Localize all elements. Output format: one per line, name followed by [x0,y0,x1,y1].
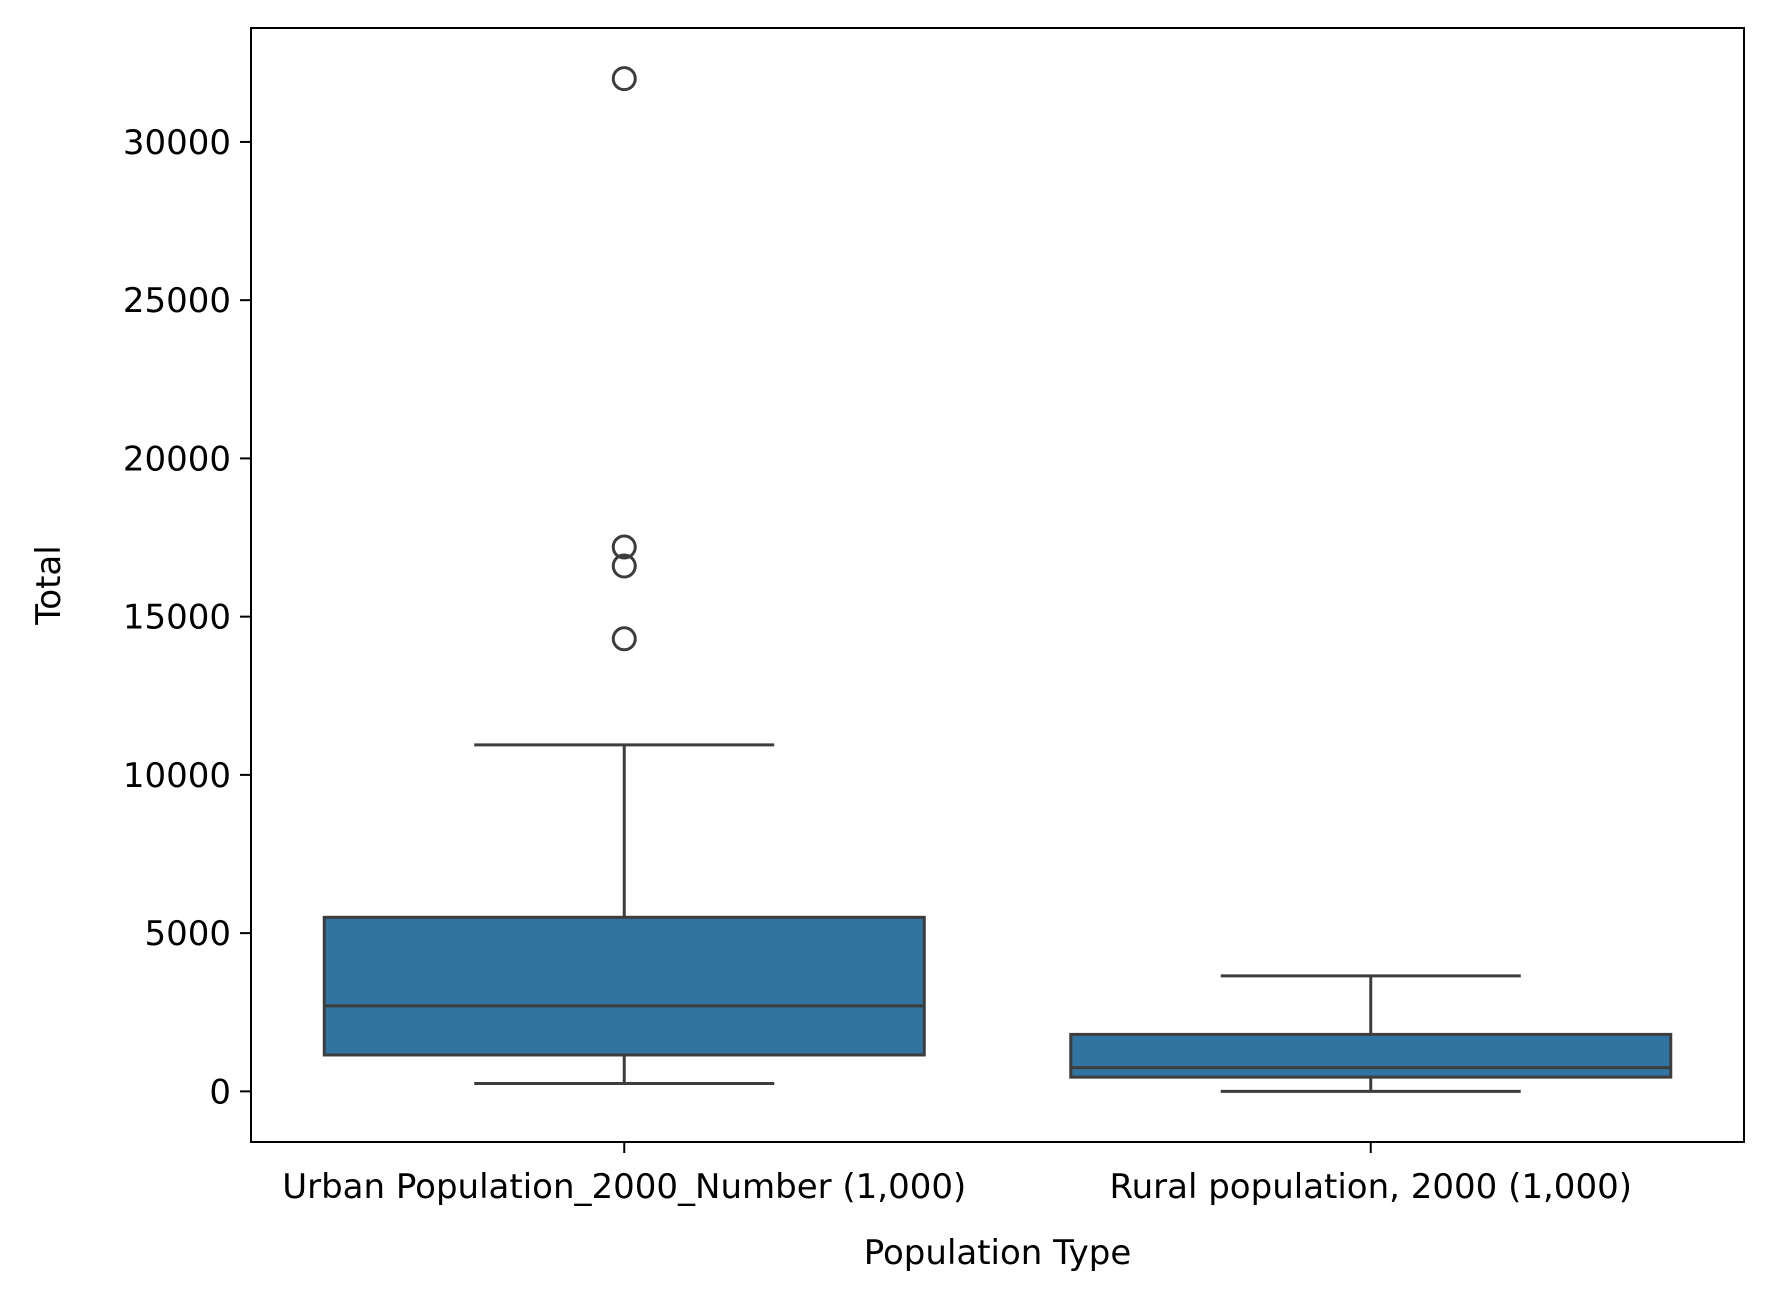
outlier-point [611,66,637,92]
y-tick-label: 10000 [123,756,231,796]
y-tick-label: 0 [209,1072,231,1112]
outlier-point [611,626,637,652]
x-tick-label: Rural population, 2000 (1,000) [1110,1167,1632,1207]
x-axis-label: Population Type [864,1233,1132,1273]
y-axis-label: Total [29,545,69,625]
iqr-box [1069,1032,1673,1079]
box-group [322,66,926,1085]
x-ticks: Urban Population_2000_Number (1,000) Rura… [282,1142,1632,1207]
outlier-point [611,534,637,560]
iqr-box [322,915,926,1057]
y-tick-label: 5000 [144,914,231,954]
y-tick-label: 15000 [123,598,231,638]
plot-frame [250,27,1745,1143]
y-ticks: 0 5000 10000 15000 20000 25000 30000 [123,123,251,1112]
y-tick-label: 30000 [123,123,231,163]
y-tick-label: 25000 [123,281,231,321]
plot-layer [322,66,1673,1093]
y-tick-label: 20000 [123,439,231,479]
box-group [1069,974,1673,1093]
outlier-point [611,553,637,579]
x-tick-label: Urban Population_2000_Number (1,000) [282,1167,966,1207]
